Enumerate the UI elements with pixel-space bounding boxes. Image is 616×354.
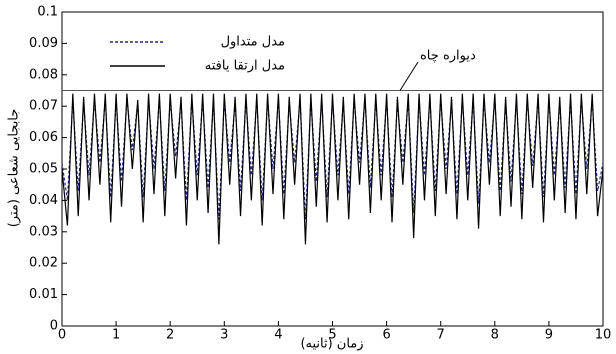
- x-tick-label: 0: [58, 328, 66, 343]
- x-tick-label: 7: [437, 328, 445, 343]
- y-tick-label: 0.1: [37, 5, 58, 20]
- y-tick-label: 0.05: [29, 162, 58, 177]
- annotation-leader: [399, 61, 419, 91]
- series-line: [61, 93, 604, 245]
- annotation: دیواره چاه: [420, 49, 476, 64]
- y-axis-label: جابجایی شعاعی (متر): [7, 109, 22, 228]
- series-line: [61, 99, 604, 220]
- y-tick-label: 0.07: [29, 99, 58, 114]
- y-tick-label: 0.02: [29, 256, 58, 271]
- x-tick-label: 3: [220, 328, 228, 343]
- y-tick-label: 0.09: [29, 36, 58, 51]
- x-tick-label: 9: [545, 328, 553, 343]
- x-tick-label: 6: [382, 328, 390, 343]
- y-tick-label: 0.01: [29, 287, 58, 302]
- x-tick-label: 1: [112, 328, 120, 343]
- x-axis-label: زمان (ثانیه): [300, 337, 363, 352]
- y-tick-label: 0.06: [29, 130, 58, 145]
- y-tick-label: 0.04: [29, 193, 58, 208]
- x-tick-label: 8: [491, 328, 499, 343]
- x-tick-label: 4: [274, 328, 282, 343]
- legend-label: مدل ارتقا یافته: [205, 59, 285, 74]
- y-tick-label: 0.03: [29, 224, 58, 239]
- x-tick-label: 10: [595, 328, 612, 343]
- plot-frame: [61, 11, 604, 327]
- y-tick-label: 0.08: [29, 67, 58, 82]
- x-tick-label: 5: [328, 328, 336, 343]
- y-tick-label: 0: [50, 319, 58, 334]
- legend-label: مدل متداول: [221, 35, 285, 50]
- x-tick-label: 2: [166, 328, 174, 343]
